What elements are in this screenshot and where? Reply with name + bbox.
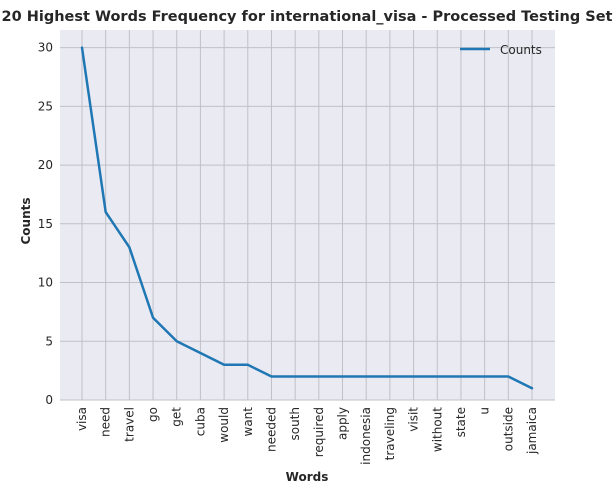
y-axis-label: Counts	[19, 197, 33, 244]
series-line-counts	[80, 46, 534, 390]
x-tick-label: without	[430, 407, 444, 452]
x-tick-label: required	[312, 407, 326, 457]
x-tick-labels: visa need travel go get cuba would want needed so…	[75, 407, 539, 465]
x-tick-label: travel	[122, 407, 136, 442]
x-tick-label: would	[217, 407, 231, 443]
series-group	[80, 46, 534, 390]
x-tick-label: u	[478, 407, 492, 415]
y-tick-label: 15	[38, 217, 53, 231]
x-tick-label: indonesia	[359, 407, 373, 465]
x-axis-label: Words	[286, 470, 329, 484]
x-tick-label: south	[288, 407, 302, 441]
legend-label-counts: Counts	[500, 43, 542, 57]
grid-lines	[60, 30, 555, 401]
y-tick-label: 20	[38, 158, 53, 172]
legend: Counts	[460, 43, 542, 57]
x-tick-label: apply	[336, 407, 350, 440]
y-tick-label: 30	[38, 41, 53, 55]
x-tick-label: get	[170, 407, 184, 427]
x-tick-label: needed	[264, 407, 278, 452]
x-tick-label: outside	[501, 407, 515, 451]
x-tick-label: visa	[75, 407, 89, 431]
x-tick-label: go	[146, 407, 160, 422]
x-tick-label: traveling	[383, 407, 397, 460]
y-tick-label: 10	[38, 276, 53, 290]
x-tick-label: cuba	[193, 407, 207, 436]
y-tick-label: 5	[45, 334, 53, 348]
chart-title: 20 Highest Words Frequency for internati…	[2, 9, 613, 25]
x-tick-label: want	[241, 407, 255, 437]
y-tick-label: 0	[45, 393, 53, 407]
x-tick-label: state	[454, 407, 468, 437]
y-tick-label: 25	[38, 99, 53, 113]
plot-area	[60, 30, 555, 400]
x-tick-label: need	[99, 407, 113, 437]
x-tick-label: visit	[407, 407, 421, 432]
x-tick-label: jamaica	[525, 407, 539, 455]
y-tick-labels: 0 5 10 15 20 25 30	[38, 41, 53, 407]
